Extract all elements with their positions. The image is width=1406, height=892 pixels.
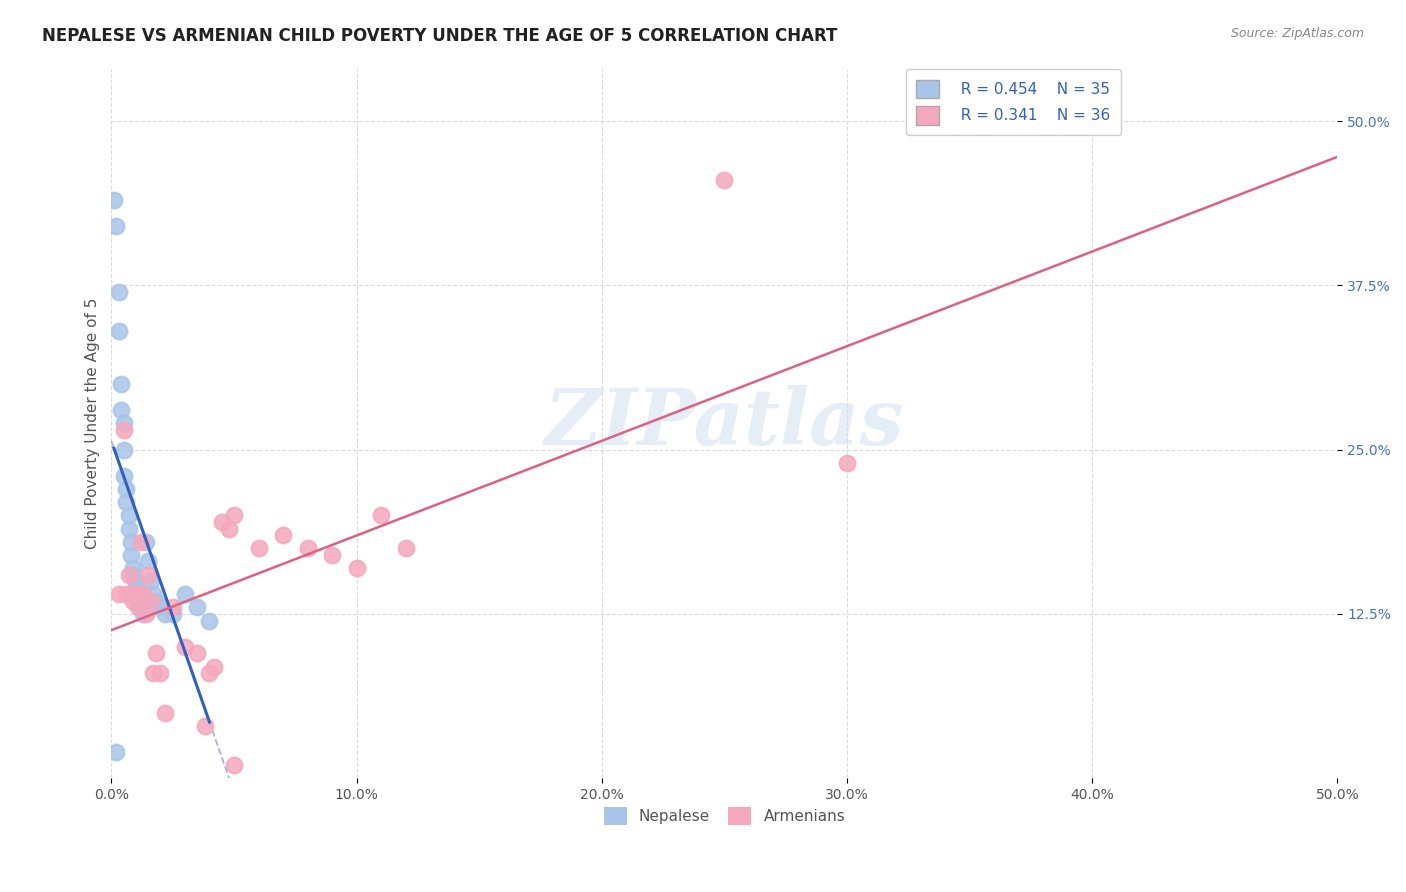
Point [139,594,162,608]
Point [271,528,294,542]
Point [194,719,217,733]
Point [142,587,165,601]
Point [211,515,233,529]
Point [155,706,177,720]
Point [112,469,135,483]
Point [174,640,197,654]
Legend: Nepalese, Armenians: Nepalese, Armenians [595,797,855,834]
Point [222,508,245,523]
Text: Source: ZipAtlas.com: Source: ZipAtlas.com [1230,27,1364,40]
Point [105,745,128,759]
Point [370,508,392,523]
Point [139,574,162,588]
Point [107,324,129,338]
Point [713,173,735,187]
Point [115,482,138,496]
Point [110,403,132,417]
Point [107,587,129,601]
Point [135,534,157,549]
Point [155,607,177,621]
Point [120,534,142,549]
Point [198,666,221,681]
Point [162,607,184,621]
Point [122,594,145,608]
Point [136,554,159,568]
Point [222,758,245,772]
Point [149,600,172,615]
Point [105,219,128,234]
Point [115,587,138,601]
Point [321,548,343,562]
Point [110,376,132,391]
Point [142,666,165,681]
Point [127,594,149,608]
Point [117,508,139,523]
Point [129,600,152,615]
Point [125,574,148,588]
Point [132,607,155,621]
Point [198,614,221,628]
Point [145,594,167,608]
Point [247,541,270,556]
Y-axis label: Child Poverty Under the Age of 5: Child Poverty Under the Age of 5 [86,298,100,549]
Text: ZIPatlas: ZIPatlas [544,385,904,462]
Point [218,522,240,536]
Point [202,659,225,673]
Point [186,646,208,660]
Point [117,522,139,536]
Point [174,587,197,601]
Point [136,567,159,582]
Point [132,587,155,601]
Point [127,600,149,615]
Point [120,587,142,601]
Point [127,587,149,601]
Point [112,423,135,437]
Point [107,285,129,299]
Point [125,581,148,595]
Point [125,587,148,601]
Point [149,666,172,681]
Point [122,567,145,582]
Text: NEPALESE VS ARMENIAN CHILD POVERTY UNDER THE AGE OF 5 CORRELATION CHART: NEPALESE VS ARMENIAN CHILD POVERTY UNDER… [42,27,838,45]
Point [297,541,319,556]
Point [129,534,152,549]
Point [103,193,125,207]
Point [835,456,858,470]
Point [145,646,167,660]
Point [186,600,208,615]
Point [112,442,135,457]
Point [120,548,142,562]
Point [395,541,418,556]
Point [122,561,145,575]
Point [162,600,184,615]
Point [115,495,138,509]
Point [117,567,139,582]
Point [135,607,157,621]
Point [346,561,368,575]
Point [112,417,135,431]
